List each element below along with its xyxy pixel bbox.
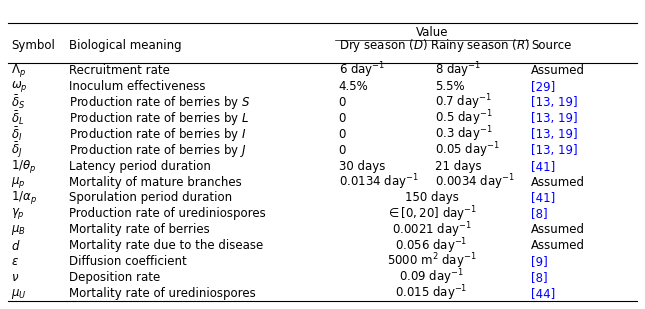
Text: 0.3 day$^{-1}$: 0.3 day$^{-1}$ [435,125,492,144]
Text: $\mu_B$: $\mu_B$ [11,223,26,237]
Text: Mortality of mature branches: Mortality of mature branches [69,176,242,188]
Text: Biological meaning: Biological meaning [69,39,181,52]
Text: Value: Value [415,26,448,39]
Text: 0.09 day$^{-1}$: 0.09 day$^{-1}$ [399,268,464,287]
Text: $\Lambda_p$: $\Lambda_p$ [11,62,26,79]
Text: Mortality rate due to the disease: Mortality rate due to the disease [69,239,263,252]
Text: $\gamma_p$: $\gamma_p$ [11,206,25,222]
Text: [41]: [41] [531,192,555,205]
Text: Deposition rate: Deposition rate [69,271,160,284]
Text: 5.5%: 5.5% [435,80,464,93]
Text: 5000 m$^2$ day$^{-1}$: 5000 m$^2$ day$^{-1}$ [387,252,477,272]
Text: $\nu$: $\nu$ [11,271,19,284]
Text: $1/\theta_p$: $1/\theta_p$ [11,158,37,175]
Text: 150 days: 150 days [405,192,459,205]
Text: [13, 19]: [13, 19] [531,112,578,125]
Text: Mortality rate of berries: Mortality rate of berries [69,223,210,236]
Text: 6 day$^{-1}$: 6 day$^{-1}$ [339,61,385,80]
Text: 0.0021 day$^{-1}$: 0.0021 day$^{-1}$ [392,220,471,240]
Text: [8]: [8] [531,207,548,220]
Text: 0: 0 [339,144,346,157]
Text: Mortality rate of urediniospores: Mortality rate of urediniospores [69,287,255,300]
Text: 0.7 day$^{-1}$: 0.7 day$^{-1}$ [435,93,491,112]
Text: $\mu_p$: $\mu_p$ [11,175,26,189]
Text: $\bar{\delta}_J$: $\bar{\delta}_J$ [11,141,23,160]
Text: [13, 19]: [13, 19] [531,128,578,141]
Text: $\mu_U$: $\mu_U$ [11,286,26,301]
Text: 0.5 day$^{-1}$: 0.5 day$^{-1}$ [435,108,492,128]
Text: $\bar{\delta}_I$: $\bar{\delta}_I$ [11,125,23,143]
Text: [9]: [9] [531,255,548,268]
Text: Assumed: Assumed [531,239,585,252]
Text: Inoculum effectiveness: Inoculum effectiveness [69,80,205,93]
Text: 21 days: 21 days [435,160,482,173]
Text: 0.0134 day$^{-1}$: 0.0134 day$^{-1}$ [339,172,419,192]
Text: Production rate of urediniospores: Production rate of urediniospores [69,207,266,220]
Text: [44]: [44] [531,287,555,300]
Text: $\varepsilon$: $\varepsilon$ [11,255,19,268]
Text: Source: Source [531,39,571,52]
Text: Production rate of berries by $L$: Production rate of berries by $L$ [69,110,249,127]
Text: Latency period duration: Latency period duration [69,160,211,173]
Text: Recruitment rate: Recruitment rate [69,64,170,77]
Text: Symbol: Symbol [11,39,55,52]
Text: $1/\alpha_p$: $1/\alpha_p$ [11,189,37,206]
Text: 8 day$^{-1}$: 8 day$^{-1}$ [435,61,481,80]
Text: Rainy season ($R$): Rainy season ($R$) [430,37,530,54]
Text: $\omega_p$: $\omega_p$ [11,79,28,94]
Text: Production rate of berries by $J$: Production rate of berries by $J$ [69,142,246,159]
Text: [8]: [8] [531,271,548,284]
Text: 0: 0 [339,96,346,109]
Text: Production rate of berries by $I$: Production rate of berries by $I$ [69,126,246,143]
Text: 0.05 day$^{-1}$: 0.05 day$^{-1}$ [435,140,500,160]
Text: [13, 19]: [13, 19] [531,96,578,109]
Text: $\in [0, 20]$ day$^{-1}$: $\in [0, 20]$ day$^{-1}$ [386,204,477,224]
Text: Assumed: Assumed [531,223,585,236]
Text: Assumed: Assumed [531,64,585,77]
Text: Assumed: Assumed [531,176,585,188]
Text: Production rate of berries by $S$: Production rate of berries by $S$ [69,94,250,111]
Text: [13, 19]: [13, 19] [531,144,578,157]
Text: [41]: [41] [531,160,555,173]
Text: [29]: [29] [531,80,555,93]
Text: 0.015 day$^{-1}$: 0.015 day$^{-1}$ [395,284,468,303]
Text: 0.0034 day$^{-1}$: 0.0034 day$^{-1}$ [435,172,515,192]
Text: Dry season ($D$): Dry season ($D$) [339,37,428,54]
Text: Sporulation period duration: Sporulation period duration [69,192,232,205]
Text: 0.056 day$^{-1}$: 0.056 day$^{-1}$ [395,236,468,256]
Text: Diffusion coefficient: Diffusion coefficient [69,255,186,268]
Text: 4.5%: 4.5% [339,80,368,93]
Text: 0: 0 [339,112,346,125]
Text: 30 days: 30 days [339,160,385,173]
Text: 0: 0 [339,128,346,141]
Text: $\bar{\delta}_S$: $\bar{\delta}_S$ [11,94,25,111]
Text: $d$: $d$ [11,239,21,253]
Text: $\bar{\delta}_L$: $\bar{\delta}_L$ [11,110,25,127]
